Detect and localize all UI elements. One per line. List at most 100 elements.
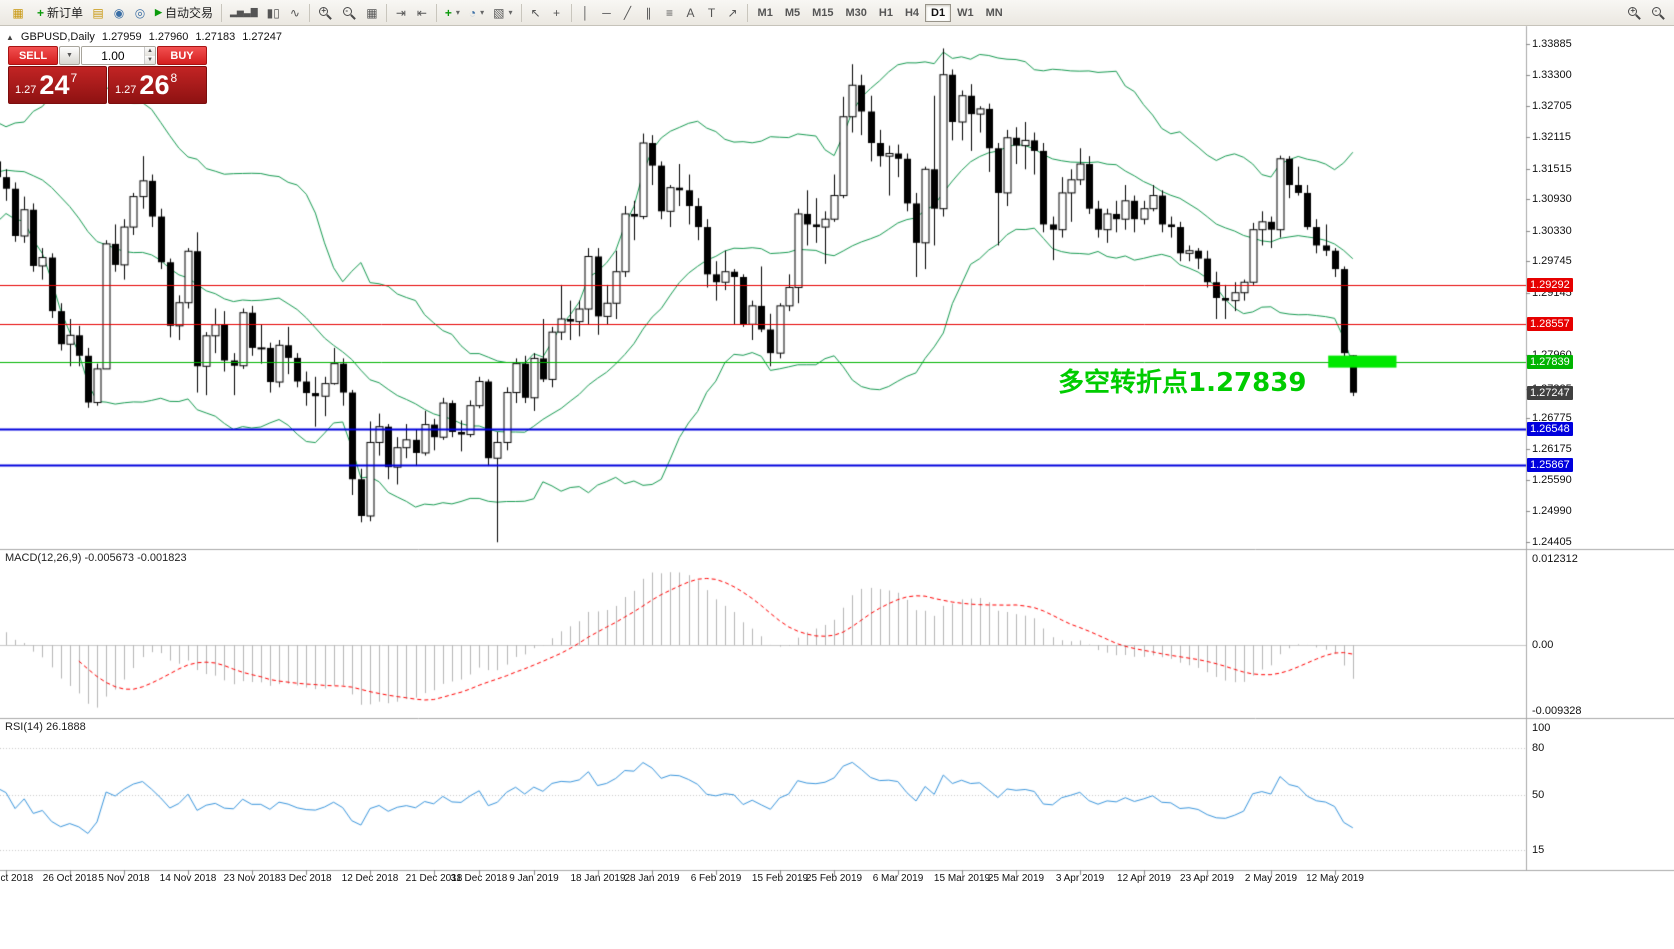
tile-windows-button[interactable]: ▦ xyxy=(362,3,382,23)
current-price-tag: 1.27247 xyxy=(1527,386,1573,400)
text-icon: A xyxy=(686,5,695,20)
buy-price-prefix: 1.27 xyxy=(115,84,137,96)
macd-indicator-label: MACD(12,26,9) -0.005673 -0.001823 xyxy=(5,552,187,564)
vertical-line-icon: │ xyxy=(581,5,590,20)
level-price-tag: 1.26548 xyxy=(1527,422,1573,436)
timeframe-button-mn[interactable]: MN xyxy=(980,4,1009,22)
toolbar-separator xyxy=(435,3,437,22)
symbol-triangle-icon: ▲ xyxy=(6,32,14,42)
price-scale-label: 1.24990 xyxy=(1532,505,1572,517)
timeframe-button-m5[interactable]: M5 xyxy=(779,4,806,22)
autotrading-button[interactable]: ▶ 自动交易 xyxy=(151,3,217,23)
timeframe-button-w1[interactable]: W1 xyxy=(951,4,980,22)
fibonacci-button[interactable]: ≡ xyxy=(660,3,680,23)
buy-button[interactable]: BUY xyxy=(157,46,207,65)
fibonacci-icon: ≡ xyxy=(666,5,674,20)
one-click-dropdown[interactable]: ▼ xyxy=(59,46,80,65)
main-toolbar: ▦ + 新订单 ▤ ◉ ◎ ▶ 自动交易 ▂▅▃▇ ▮▯ ∿ + - ▦ ⇥ ⇤… xyxy=(0,0,1674,26)
channel-button[interactable]: ∥ xyxy=(639,3,659,23)
level-price-tag: 1.25867 xyxy=(1527,458,1573,472)
indicators-button[interactable]: + ▾ xyxy=(441,3,464,23)
vertical-line-button[interactable]: │ xyxy=(576,3,596,23)
price-scale-label: 1.29745 xyxy=(1532,255,1572,267)
arrows-tool-button[interactable]: ↗ xyxy=(723,3,743,23)
sell-price-panel[interactable]: 1.27 24 7 xyxy=(8,66,107,104)
toolbar-separator xyxy=(385,3,387,22)
volume-stepper[interactable]: ▲ ▼ xyxy=(143,47,155,64)
buy-price-point: 8 xyxy=(170,71,178,85)
rsi-indicator-label: RSI(14) 26.1888 xyxy=(5,721,86,733)
chart-shift-button[interactable]: ⇤ xyxy=(412,3,432,23)
trendline-button[interactable]: ╱ xyxy=(618,3,638,23)
pivot-annotation-text: 多空转折点1.27839 xyxy=(1058,368,1307,398)
new-order-button[interactable]: + 新订单 xyxy=(33,3,87,23)
app-icon: ▦ xyxy=(4,2,32,24)
timeframe-button-m30[interactable]: M30 xyxy=(840,4,873,22)
level-price-tag: 1.28557 xyxy=(1527,317,1573,331)
market-watch-button[interactable]: ◉ xyxy=(109,3,129,23)
zoom-out-button[interactable]: - xyxy=(338,3,361,23)
market-watch-icon: ◉ xyxy=(113,5,125,20)
volume-box: ▲▼ xyxy=(80,46,156,65)
channel-icon: ∥ xyxy=(645,5,652,20)
one-click-trading-panel: SELL ▼ ▲▼ BUY 1.27 24 7 1.27 26 8 xyxy=(8,46,207,104)
timeframe-button-d1[interactable]: D1 xyxy=(925,3,952,22)
price-scale-label: 1.24405 xyxy=(1532,536,1572,548)
line-chart-button[interactable]: ∿ xyxy=(285,3,305,23)
charts-window-button[interactable]: ▤ xyxy=(88,3,108,23)
price-scale: 1.33885 1.33300 1.32705 1.32115 1.31515 1.309… xyxy=(1526,0,1674,890)
zoom-out-icon: - xyxy=(1651,5,1666,20)
auto-scroll-icon: ⇥ xyxy=(395,5,406,20)
zoom-out-right-button[interactable]: - xyxy=(1647,3,1670,23)
horizontal-line-icon: ─ xyxy=(602,5,611,20)
volume-input[interactable] xyxy=(81,47,144,64)
timeframe-button-m15[interactable]: M15 xyxy=(806,4,839,22)
rsi-scale-label: 80 xyxy=(1532,742,1545,754)
toolbar-separator xyxy=(220,3,222,22)
navigator-icon: ◎ xyxy=(134,5,146,20)
buy-price-panel[interactable]: 1.27 26 8 xyxy=(108,66,207,104)
cursor-button[interactable]: ↖ xyxy=(526,3,546,23)
text-label-button[interactable]: T xyxy=(702,3,722,23)
zoom-in-button[interactable]: + xyxy=(314,3,337,23)
periods-button[interactable]: ◔ ▾ xyxy=(465,3,488,23)
price-scale-label: 1.26175 xyxy=(1532,443,1572,455)
plus-icon: + xyxy=(37,5,45,20)
horizontal-line-button[interactable]: ─ xyxy=(597,3,617,23)
sell-button[interactable]: SELL xyxy=(8,46,58,65)
rsi-scale-label: 100 xyxy=(1532,722,1551,734)
price-scale-label: 1.31515 xyxy=(1532,163,1572,175)
stepper-down-icon[interactable]: ▼ xyxy=(144,55,155,64)
auto-scroll-button[interactable]: ⇥ xyxy=(391,3,411,23)
timeframe-button-m1[interactable]: M1 xyxy=(752,4,779,22)
toolbar-separator xyxy=(308,3,310,22)
trendline-icon: ╱ xyxy=(623,5,632,20)
charts-icon: ▤ xyxy=(92,5,104,20)
price-scale-label: 1.30330 xyxy=(1532,225,1572,237)
stepper-up-icon[interactable]: ▲ xyxy=(144,47,155,56)
price-scale-label: 1.32115 xyxy=(1532,131,1571,143)
sell-price-prefix: 1.27 xyxy=(15,84,37,96)
candlestick-chart-button[interactable]: ▮▯ xyxy=(263,3,284,23)
toolbar-separator xyxy=(570,3,572,22)
toolbar-separator xyxy=(520,3,522,22)
cursor-icon: ↖ xyxy=(530,5,541,20)
crosshair-button[interactable]: + xyxy=(547,3,567,23)
rsi-scale-label: 50 xyxy=(1532,789,1545,801)
timeframe-button-h4[interactable]: H4 xyxy=(899,4,925,22)
bar-chart-button[interactable]: ▂▅▃▇ xyxy=(226,3,262,23)
indicators-plus-icon: + xyxy=(444,5,452,20)
navigator-button[interactable]: ◎ xyxy=(130,3,150,23)
chart-header: ▲ GBPUSD,Daily 1.27959 1.27960 1.27183 1… xyxy=(6,31,282,43)
zoom-in-right-button[interactable]: + xyxy=(1623,3,1646,23)
timeframe-button-h1[interactable]: H1 xyxy=(873,4,899,22)
templates-button[interactable]: ▧ ▾ xyxy=(489,3,516,23)
rsi-scale-label: 15 xyxy=(1532,844,1545,856)
price-scale-label: 1.33885 xyxy=(1532,38,1572,50)
chevron-down-icon: ▾ xyxy=(455,7,460,17)
text-tool-button[interactable]: A xyxy=(681,3,701,23)
macd-scale-label: -0.009328 xyxy=(1532,705,1582,717)
candlestick-icon: ▮▯ xyxy=(266,5,280,20)
